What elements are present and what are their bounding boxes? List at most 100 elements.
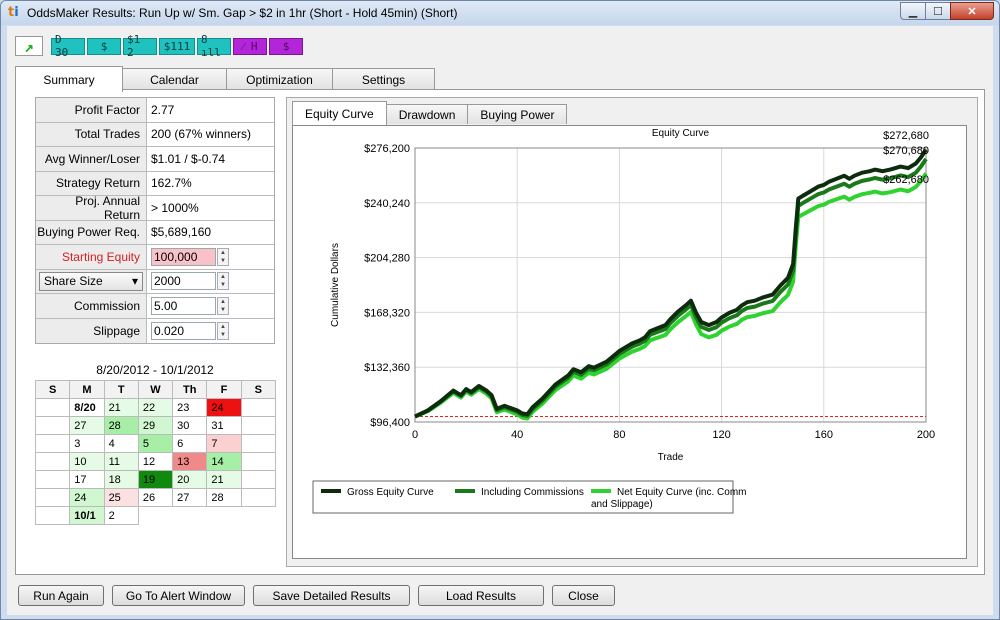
calendar-day-cell[interactable]: 27 [69, 416, 105, 435]
calendar-day-cell[interactable]: 10/1 [69, 506, 105, 525]
tab-optimization[interactable]: Optimization [226, 68, 333, 90]
spin-down-icon[interactable]: ▼ [220, 331, 226, 338]
calendar-day-cell[interactable]: 2 [103, 506, 139, 525]
starting-equity-spinner[interactable]: ▲ ▼ [217, 247, 229, 266]
toolbar-button-purple-dollar[interactable]: $ [269, 37, 303, 55]
calendar-day-cell [34, 488, 71, 507]
calendar-day-cell[interactable]: 11 [103, 452, 139, 471]
calendar-weekday-header: T [103, 380, 139, 399]
calendar-day-cell[interactable]: 26 [137, 488, 174, 507]
stats-table: Profit Factor 2.77 Total Trades 200 (67%… [35, 97, 275, 344]
maximize-button[interactable]: ☐ [925, 2, 951, 20]
spin-up-icon[interactable]: ▲ [220, 323, 226, 330]
y-tick-label: $96,400 [370, 417, 410, 429]
total-trades-label: Total Trades [36, 122, 147, 146]
toolbar-button-volume[interactable]: 8 ıll [197, 33, 231, 59]
plot-area [414, 147, 927, 423]
spin-down-icon[interactable]: ▼ [220, 306, 226, 313]
tab-summary[interactable]: Summary [15, 66, 123, 92]
legend-label: Including Commissions [481, 487, 584, 498]
commission-input[interactable]: 5.00 [151, 296, 216, 315]
calendar-day-cell[interactable]: 21 [206, 470, 242, 489]
calendar-day-cell[interactable]: 17 [69, 470, 105, 489]
slippage-input[interactable]: 0.020 [151, 321, 216, 340]
calendar-day-cell[interactable]: 22 [137, 398, 174, 417]
tab-drawdown[interactable]: Drawdown [385, 104, 469, 124]
minimize-button[interactable]: ▁ [900, 2, 926, 20]
tab-settings[interactable]: Settings [332, 68, 435, 90]
toolbar-button-dollar-111[interactable]: $111 [159, 37, 195, 55]
calendar-day-cell[interactable]: 12 [137, 452, 174, 471]
calendar-day-cell[interactable]: 8/20 [69, 398, 105, 417]
calendar-day-cell[interactable]: 6 [172, 434, 208, 453]
tab-buying-power[interactable]: Buying Power [467, 104, 568, 124]
total-trades-value: 200 (67% winners) [151, 127, 252, 142]
slippage-spinner[interactable]: ▲ ▼ [217, 321, 229, 340]
calendar-day-cell[interactable]: 29 [137, 416, 174, 435]
toolbar-button-d30[interactable]: D 30 [51, 33, 85, 59]
calendar-day-cell [240, 434, 277, 453]
spin-down-icon[interactable]: ▼ [220, 282, 226, 289]
close-window-button[interactable]: ✕ [950, 2, 994, 20]
calendar-day-cell[interactable]: 30 [172, 416, 208, 435]
calendar-day-cell[interactable]: 27 [172, 488, 208, 507]
calendar-day-cell[interactable]: 24 [69, 488, 105, 507]
calendar-day-cell[interactable]: 4 [103, 434, 139, 453]
share-size-dropdown[interactable]: Share Size ▾ [39, 271, 143, 291]
stat-row: Strategy Return 162.7% [36, 171, 274, 196]
load-results-button[interactable]: Load Results [418, 585, 544, 606]
calendar-day-cell[interactable]: 18 [103, 470, 139, 489]
calendar-day-cell[interactable]: 13 [172, 452, 208, 471]
series-line-0 [414, 148, 928, 419]
calendar-day-cell [34, 398, 71, 417]
close-button[interactable]: Close [552, 585, 615, 606]
run-again-button[interactable]: Run Again [18, 585, 104, 606]
calendar-day-cell[interactable]: 24 [206, 398, 242, 417]
share-size-spinner[interactable]: ▲ ▼ [217, 272, 229, 291]
calendar-week-row: 24 25 26 27 28 [34, 488, 277, 507]
legend-box [312, 480, 734, 514]
starting-equity-input[interactable]: 100,000 [151, 247, 216, 266]
calendar-day-cell[interactable]: 7 [206, 434, 242, 453]
legend-label: Net Equity Curve (inc. Comm and Slippage) [591, 487, 746, 510]
spin-down-icon[interactable]: ▼ [220, 257, 226, 264]
calendar-day-cell [240, 416, 277, 435]
calendar-day-cell[interactable]: 19 [137, 470, 174, 489]
calendar-day-cell[interactable]: 20 [172, 470, 208, 489]
spin-up-icon[interactable]: ▲ [220, 274, 226, 281]
toolbar-button-hour[interactable]: ⁄ H [233, 37, 267, 55]
toolbar-button-dollar[interactable]: $ [87, 37, 121, 55]
calendar-day-cell[interactable]: 23 [172, 398, 208, 417]
spin-up-icon[interactable]: ▲ [220, 249, 226, 256]
calendar-day-cell[interactable]: 25 [103, 488, 139, 507]
save-detailed-results-button[interactable]: Save Detailed Results [253, 585, 410, 606]
commission-spinner[interactable]: ▲ ▼ [217, 296, 229, 315]
calendar-day-cell[interactable]: 31 [206, 416, 242, 435]
tab-calendar[interactable]: Calendar [122, 68, 227, 90]
go-to-alert-window-button[interactable]: Go To Alert Window [112, 585, 245, 606]
chart-tabs: Equity Curve Drawdown Buying Power [292, 101, 568, 125]
toolbar-button-dollar-1-2[interactable]: $1 2 [123, 33, 157, 59]
calendar-day-cell[interactable]: 28 [206, 488, 242, 507]
calendar-day-cell[interactable]: 10 [69, 452, 105, 471]
calendar-day-cell [240, 488, 277, 507]
commission-label: Commission [36, 294, 147, 318]
calendar-day-cell[interactable]: 28 [103, 416, 139, 435]
stat-row: Starting Equity 100,000 ▲ ▼ [36, 245, 274, 270]
tab-equity-curve[interactable]: Equity Curve [292, 101, 387, 125]
y-tick-label: $204,280 [364, 253, 410, 265]
calendar-day-cell[interactable]: 3 [69, 434, 105, 453]
share-size-input[interactable]: 2000 [151, 272, 216, 291]
starting-equity-label: Starting Equity [36, 245, 147, 269]
toolbar: ↗ D 30 $ $1 2 $111 8 ıll ⁄ H $ [15, 33, 305, 59]
calendar-day-cell[interactable]: 5 [137, 434, 174, 453]
calendar-day-cell[interactable]: 14 [206, 452, 242, 471]
calendar-date-range: 8/20/2012 - 10/1/2012 [96, 363, 214, 377]
main-tabs: Summary Calendar Optimization Settings [15, 66, 435, 92]
calendar-day-cell[interactable]: 21 [103, 398, 139, 417]
stat-row: Profit Factor 2.77 [36, 98, 274, 123]
spin-up-icon[interactable]: ▲ [220, 298, 226, 305]
end-value-label: $262,680 [883, 174, 929, 186]
arrow-up-icon[interactable]: ↗ [15, 36, 43, 56]
window-controls: ▁ ☐ ✕ [900, 2, 994, 20]
